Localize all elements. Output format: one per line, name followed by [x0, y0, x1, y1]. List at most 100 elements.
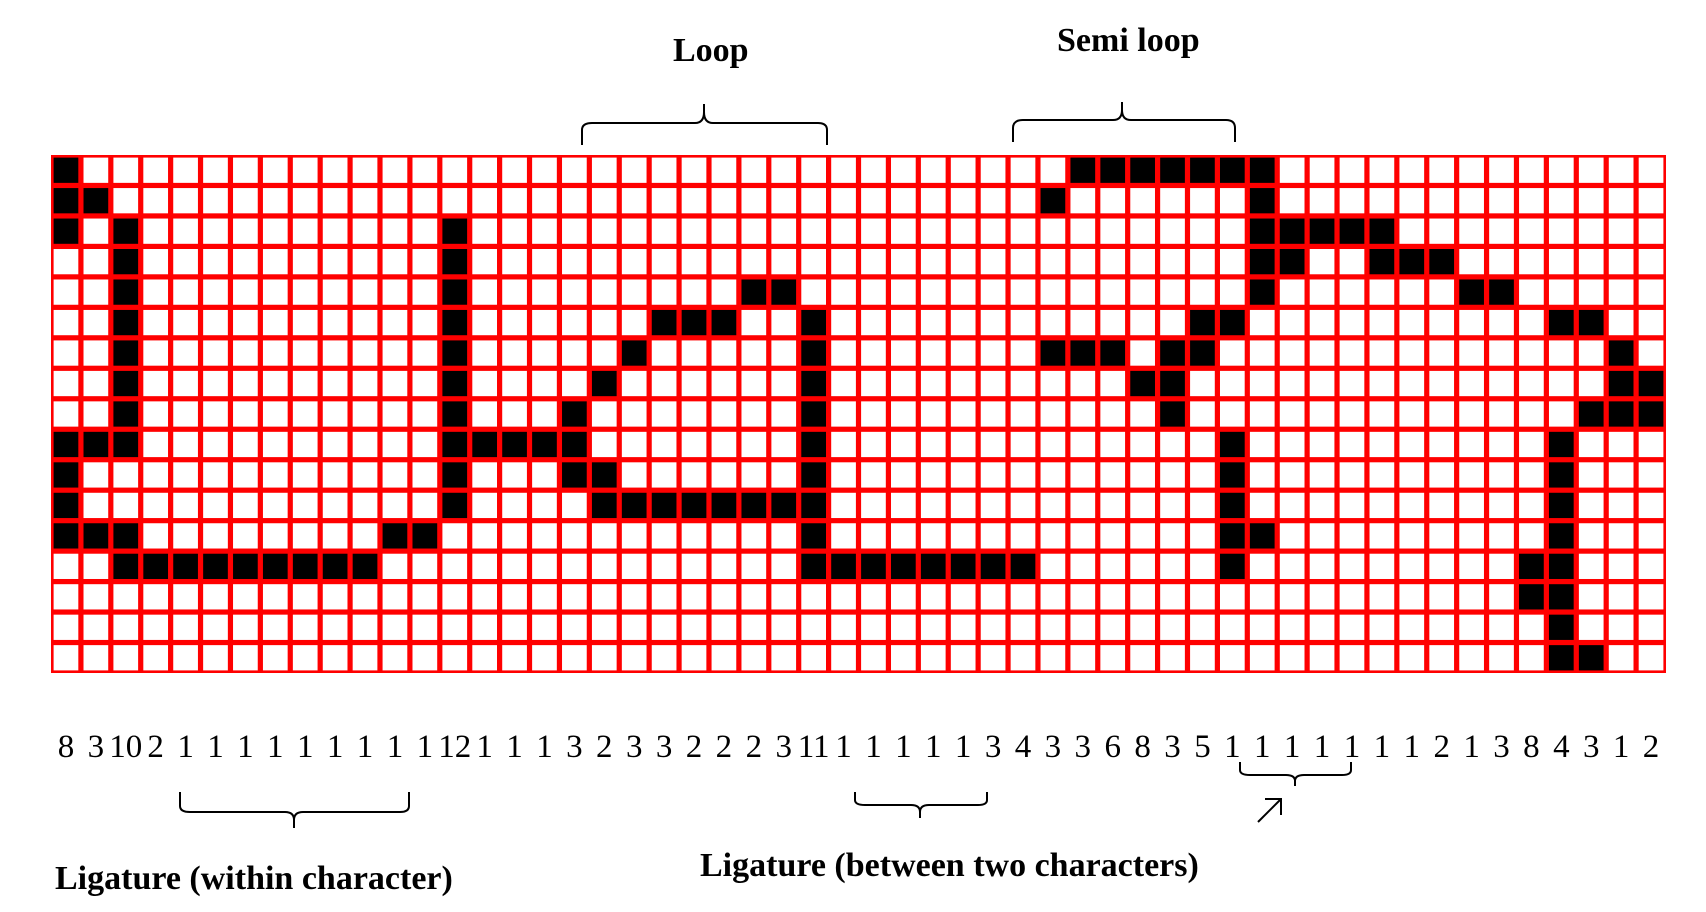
grid-cell	[83, 553, 109, 579]
grid-cell	[681, 188, 707, 214]
grid-cell-filled	[621, 492, 647, 519]
grid-cell	[711, 249, 737, 275]
grid-cell	[322, 249, 348, 275]
grid-cell	[1608, 553, 1634, 579]
grid-cell-filled	[113, 401, 139, 427]
grid-cell-filled	[1548, 553, 1574, 579]
grid-cell	[472, 188, 498, 214]
grid-cell	[143, 218, 169, 244]
grid-cell	[980, 492, 1006, 519]
grid-cell	[292, 401, 318, 427]
grid-cell	[1638, 492, 1664, 519]
grid-cell	[771, 645, 797, 671]
grid-cell	[1429, 523, 1455, 549]
grid-cell	[532, 462, 557, 488]
grid-cell	[1399, 218, 1425, 244]
grid-cell	[741, 218, 767, 244]
grid-cell-filled	[83, 523, 109, 549]
grid-cell	[1489, 584, 1514, 610]
grid-cell	[591, 401, 617, 427]
grid-cell	[920, 492, 946, 519]
grid-cell	[1459, 584, 1484, 610]
grid-cell	[771, 370, 797, 397]
grid-cell	[1040, 462, 1066, 488]
grid-cell	[562, 249, 587, 275]
grid-cell	[472, 553, 498, 579]
grid-cell	[1519, 401, 1544, 427]
grid-cell	[1010, 279, 1036, 305]
grid-cell	[1040, 249, 1066, 275]
grid-cell	[621, 614, 647, 640]
grid-cell	[472, 645, 498, 671]
grid-cell	[1040, 370, 1066, 397]
grid-cell	[621, 645, 647, 671]
grid-cell	[1070, 309, 1096, 336]
grid-cell	[233, 249, 258, 275]
grid-cell	[352, 614, 378, 640]
grid-cell	[1429, 279, 1455, 305]
grid-cell	[1309, 340, 1335, 366]
grid-cell	[591, 614, 617, 640]
grid-cell	[861, 401, 886, 427]
grid-cell	[382, 584, 408, 610]
grid-cell	[382, 218, 408, 244]
grid-cell	[1608, 309, 1634, 336]
grid-cell-filled	[980, 553, 1006, 579]
grid-cell	[1249, 492, 1275, 519]
grid-cell	[771, 584, 797, 610]
grid-cell	[442, 157, 468, 183]
grid-cell	[113, 157, 139, 183]
grid-cell	[891, 218, 916, 244]
grid-cell	[1369, 279, 1395, 305]
grid-cell	[861, 614, 886, 640]
grid-cell	[831, 401, 856, 427]
grid-cell-filled	[1309, 218, 1335, 244]
grid-cell-filled	[412, 523, 438, 549]
grid-cell	[1339, 584, 1365, 610]
grid-cell	[861, 492, 886, 519]
grid-cell	[203, 249, 228, 275]
grid-cell	[262, 431, 288, 458]
grid-cell-filled	[771, 492, 797, 519]
grid-cell	[950, 462, 976, 488]
grid-cell	[1010, 645, 1036, 671]
grid-cell-filled	[1519, 584, 1544, 610]
transition-count: 2	[746, 729, 763, 765]
grid-cell	[1070, 249, 1096, 275]
grid-cell	[1160, 492, 1185, 519]
grid-cell	[621, 157, 647, 183]
grid-cell	[173, 218, 198, 244]
grid-cell	[1130, 218, 1155, 244]
grid-cell	[1489, 645, 1514, 671]
grid-cell	[591, 309, 617, 336]
grid-cell	[950, 523, 976, 549]
grid-cell	[203, 218, 228, 244]
grid-cell-filled	[113, 370, 139, 397]
grid-cell	[1100, 523, 1126, 549]
loop-brace	[581, 104, 828, 145]
grid-cell	[980, 309, 1006, 336]
grid-cell	[532, 218, 557, 244]
grid-cell	[591, 431, 617, 458]
grid-cell	[1160, 188, 1185, 214]
grid-cell	[950, 188, 976, 214]
grid-cell	[292, 584, 318, 610]
grid-cell-filled	[1219, 492, 1245, 519]
grid-cell	[1578, 523, 1604, 549]
grid-cell	[741, 188, 767, 214]
grid-cell	[1339, 188, 1365, 214]
grid-cell	[741, 462, 767, 488]
grid-cell	[1459, 370, 1484, 397]
grid-cell	[532, 645, 557, 671]
grid-cell	[1608, 462, 1634, 488]
grid-cell	[472, 401, 498, 427]
grid-cell	[352, 218, 378, 244]
transition-count: 1	[865, 729, 882, 765]
grid-cell	[292, 370, 318, 397]
grid-cell	[203, 431, 228, 458]
grid-cell	[1339, 645, 1365, 671]
grid-cell	[980, 370, 1006, 397]
transition-count: 1	[1254, 729, 1271, 765]
grid-cell	[1130, 614, 1155, 640]
grid-cell	[651, 523, 677, 549]
